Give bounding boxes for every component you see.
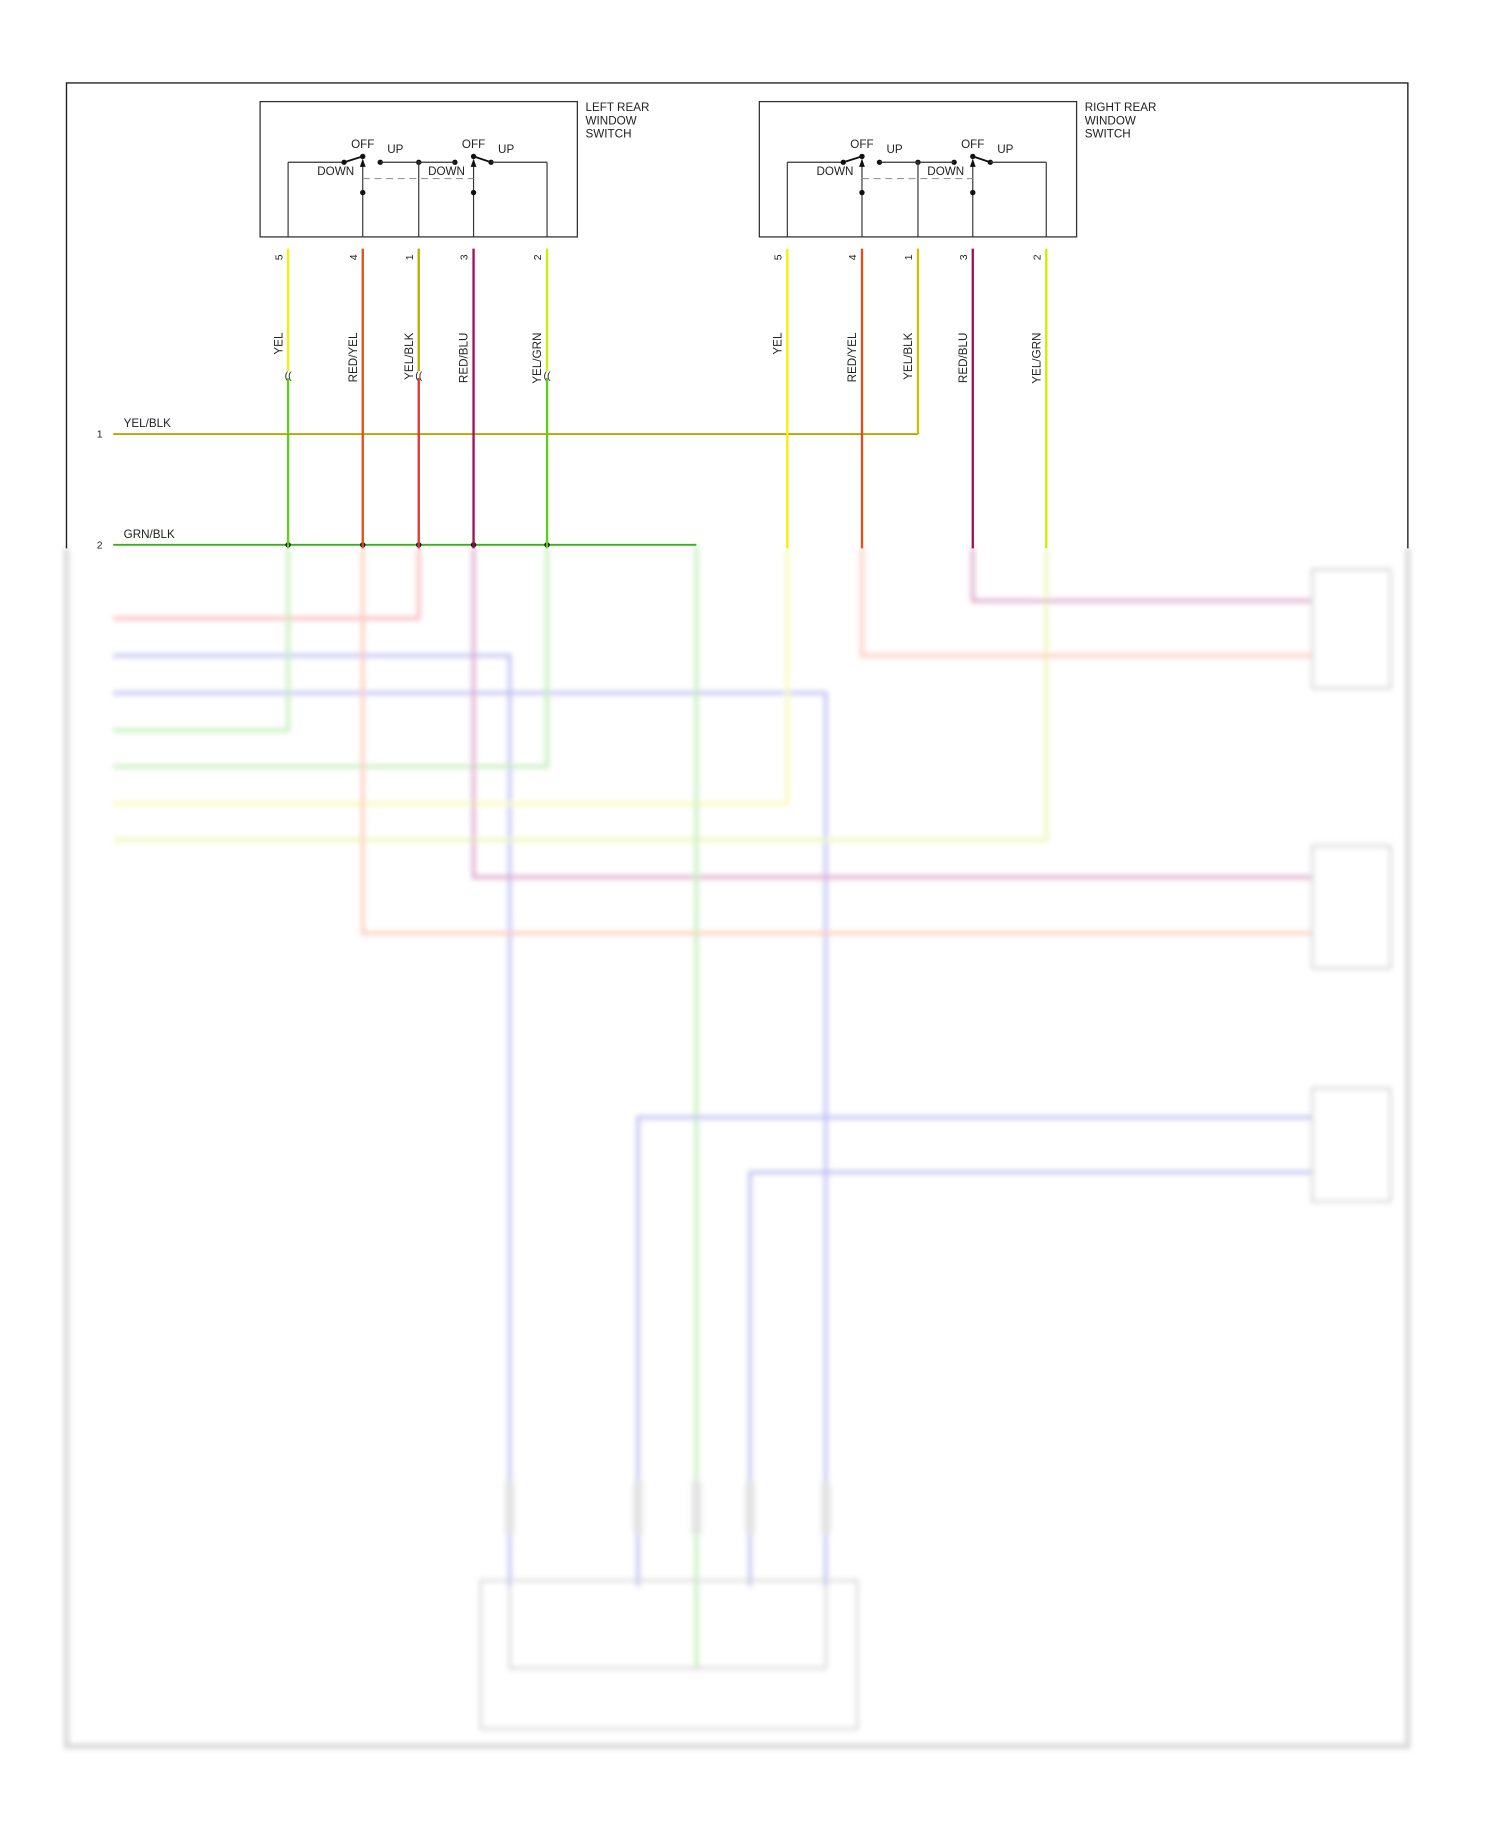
obscured-wire: [113, 548, 549, 769]
wire-label: RED/YEL: [347, 332, 360, 382]
obscured-wire: [113, 548, 1049, 842]
obscured-wire: [113, 691, 828, 1587]
down-label: DOWN: [428, 165, 465, 178]
motor-box: [1311, 568, 1392, 690]
contact-dot: [859, 153, 865, 160]
motor-box: [1311, 844, 1392, 970]
arrow-icon: [859, 158, 865, 167]
pin-number: 4: [848, 254, 859, 260]
contact-dot: [341, 159, 347, 165]
wire-label: YEL: [272, 332, 285, 355]
obscured-region: [64, 544, 1411, 1749]
pin-number: 2: [533, 254, 544, 260]
obscured-wire: [508, 1586, 827, 1670]
arrow-icon: [359, 158, 366, 167]
pin-number: 5: [274, 254, 285, 260]
master-switch-box: [479, 1579, 859, 1730]
down-label: DOWN: [816, 165, 853, 178]
contact-dot: [360, 189, 366, 196]
obscured-wire: [471, 548, 1313, 880]
connector-symbol: ((: [415, 371, 422, 382]
diagram-frame: [65, 82, 1409, 549]
contact-dot: [859, 189, 865, 196]
obscured-wire: [971, 548, 1313, 603]
contact-dot: [970, 189, 976, 196]
wire-label: YEL/GRN: [1030, 333, 1043, 384]
up-label: UP: [886, 143, 902, 156]
switch-arm: [473, 155, 492, 164]
up-label: UP: [387, 143, 403, 156]
pin-number: 1: [904, 254, 915, 260]
connector-block: [691, 1481, 702, 1534]
pin-number: 4: [349, 254, 360, 260]
wire-label: RED/BLU: [458, 333, 471, 384]
connector-symbol: ((: [544, 371, 551, 382]
connector-block: [745, 1481, 755, 1534]
bus-wire-label: GRN/BLK: [124, 528, 175, 541]
obscured-wire: [636, 1115, 1313, 1587]
contact-dot: [970, 153, 976, 160]
up-label: UP: [498, 143, 514, 156]
off-label: OFF: [961, 138, 984, 151]
switch-arm: [972, 155, 991, 164]
wire-label: RED/YEL: [846, 332, 859, 382]
connector-block: [633, 1481, 643, 1534]
switch-arm: [343, 155, 364, 164]
motor-box: [1311, 1087, 1392, 1203]
wire-label: YEL: [771, 332, 784, 355]
arrow-icon: [969, 158, 976, 167]
off-label: OFF: [850, 138, 873, 151]
up-label: UP: [997, 143, 1013, 156]
obscured-wire: [860, 548, 1313, 658]
pin-number: 1: [405, 254, 416, 260]
bus-lines: 1 YEL/BLK 2 GRN/BLK: [97, 417, 918, 551]
switch-title: LEFT REAR: [586, 101, 650, 114]
obscured-wire: [113, 548, 421, 621]
switch-title: RIGHT REAR: [1085, 101, 1157, 114]
connector-block: [505, 1481, 515, 1534]
pin-number: 2: [1032, 254, 1043, 260]
wire-label: YEL/BLK: [902, 332, 915, 380]
contact-dot: [470, 153, 477, 160]
wire-label: YEL/GRN: [531, 333, 544, 384]
switch-title: WINDOW: [586, 114, 637, 127]
contact-dot: [840, 159, 846, 165]
contact-dot: [951, 159, 957, 165]
diagram-frame-lower: [64, 548, 1411, 1749]
switch-title: SWITCH: [1085, 128, 1131, 141]
arrow-icon: [470, 158, 477, 167]
switch-title: WINDOW: [1085, 114, 1136, 127]
obscured-wire: [113, 653, 512, 1587]
contact-dot: [360, 153, 366, 160]
pin-number: 3: [959, 254, 970, 260]
pin-number: 3: [460, 254, 471, 260]
down-label: DOWN: [927, 165, 964, 178]
connector-block: [821, 1481, 831, 1534]
off-label: OFF: [351, 138, 374, 151]
contact-dot: [470, 189, 477, 196]
down-label: DOWN: [317, 165, 354, 178]
switch-arm: [843, 155, 863, 164]
connector-symbol: ((: [285, 371, 292, 382]
wire-label: RED/BLU: [957, 333, 970, 384]
obscured-wire: [361, 548, 1313, 935]
switch-title: SWITCH: [586, 128, 632, 141]
obscured-wire: [113, 548, 790, 806]
off-label: OFF: [462, 138, 485, 151]
wire-label: YEL/BLK: [403, 332, 416, 380]
bus-number: 1: [97, 430, 103, 441]
bus-wire-label: YEL/BLK: [124, 417, 172, 430]
obscured-wire: [748, 1170, 1313, 1587]
bus-number: 2: [97, 540, 103, 551]
obscured-wire: [113, 548, 290, 733]
pin-number: 5: [773, 254, 784, 260]
